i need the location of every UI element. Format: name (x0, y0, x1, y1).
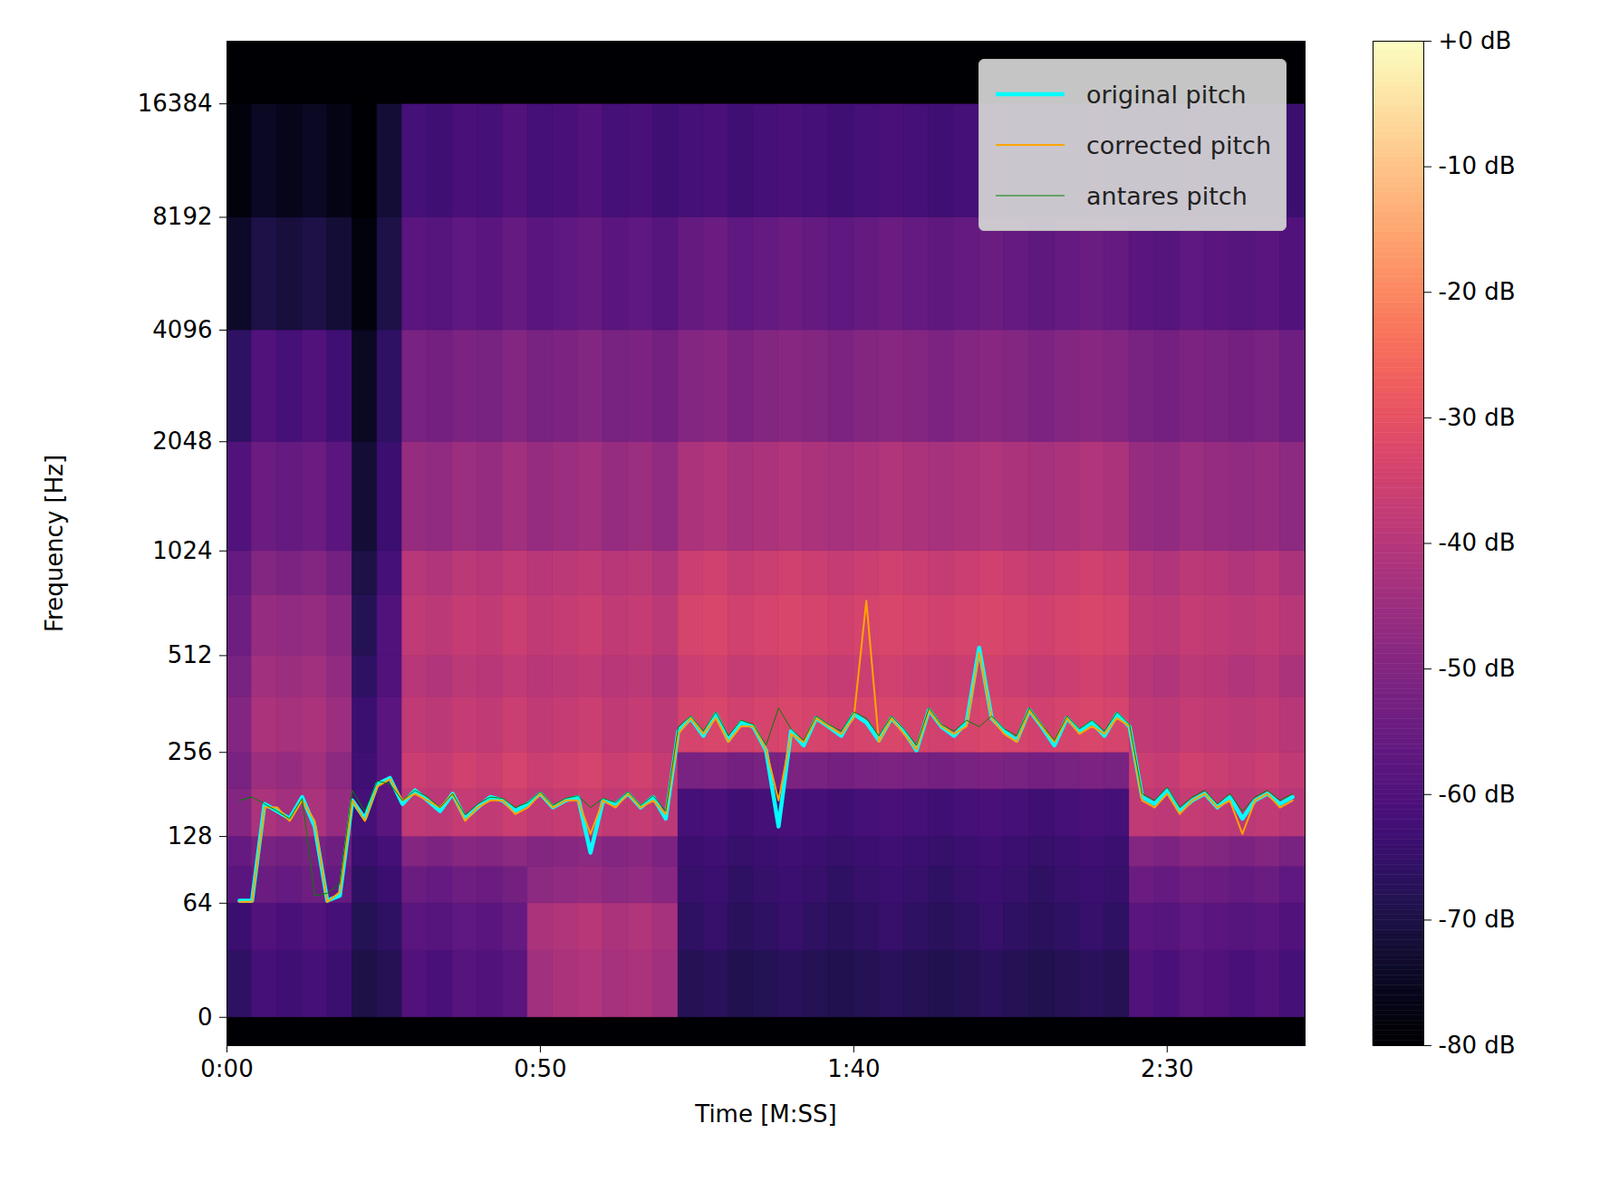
svg-text:-30 dB: -30 dB (1438, 404, 1516, 432)
svg-text:16384: 16384 (137, 89, 213, 117)
svg-text:-80 dB: -80 dB (1438, 1031, 1516, 1060)
html-text:original pitch: original pitch (1086, 80, 1247, 109)
svg-text:256: 256 (167, 738, 213, 766)
svg-text:0:50: 0:50 (513, 1055, 567, 1083)
svg-text:1:40: 1:40 (827, 1055, 880, 1083)
svg-text:0:00: 0:00 (200, 1055, 253, 1083)
svg-text:Frequency [Hz]: Frequency [Hz] (40, 454, 68, 633)
svg-text:Time [M:SS]: Time [M:SS] (693, 1100, 837, 1128)
html-text:antares pitch: antares pitch (1086, 181, 1248, 210)
svg-text:512: 512 (167, 641, 213, 669)
svg-text:8192: 8192 (152, 202, 213, 231)
svg-text:1024: 1024 (152, 537, 213, 565)
svg-text:+0 dB: +0 dB (1438, 27, 1513, 55)
html-text:corrected pitch: corrected pitch (1086, 130, 1272, 160)
svg-text:2048: 2048 (152, 427, 213, 455)
svg-text:-10 dB: -10 dB (1438, 152, 1516, 180)
svg-text:-70 dB: -70 dB (1438, 906, 1516, 934)
svg-text:-60 dB: -60 dB (1438, 780, 1516, 809)
svg-text:-50 dB: -50 dB (1438, 655, 1516, 683)
svg-text:-40 dB: -40 dB (1438, 529, 1516, 557)
svg-text:4096: 4096 (152, 316, 213, 344)
svg-text:0: 0 (197, 1003, 213, 1032)
svg-text:64: 64 (182, 889, 213, 917)
svg-text:2:30: 2:30 (1140, 1055, 1194, 1083)
svg-text:128: 128 (167, 822, 213, 850)
svg-text:-20 dB: -20 dB (1438, 278, 1516, 306)
